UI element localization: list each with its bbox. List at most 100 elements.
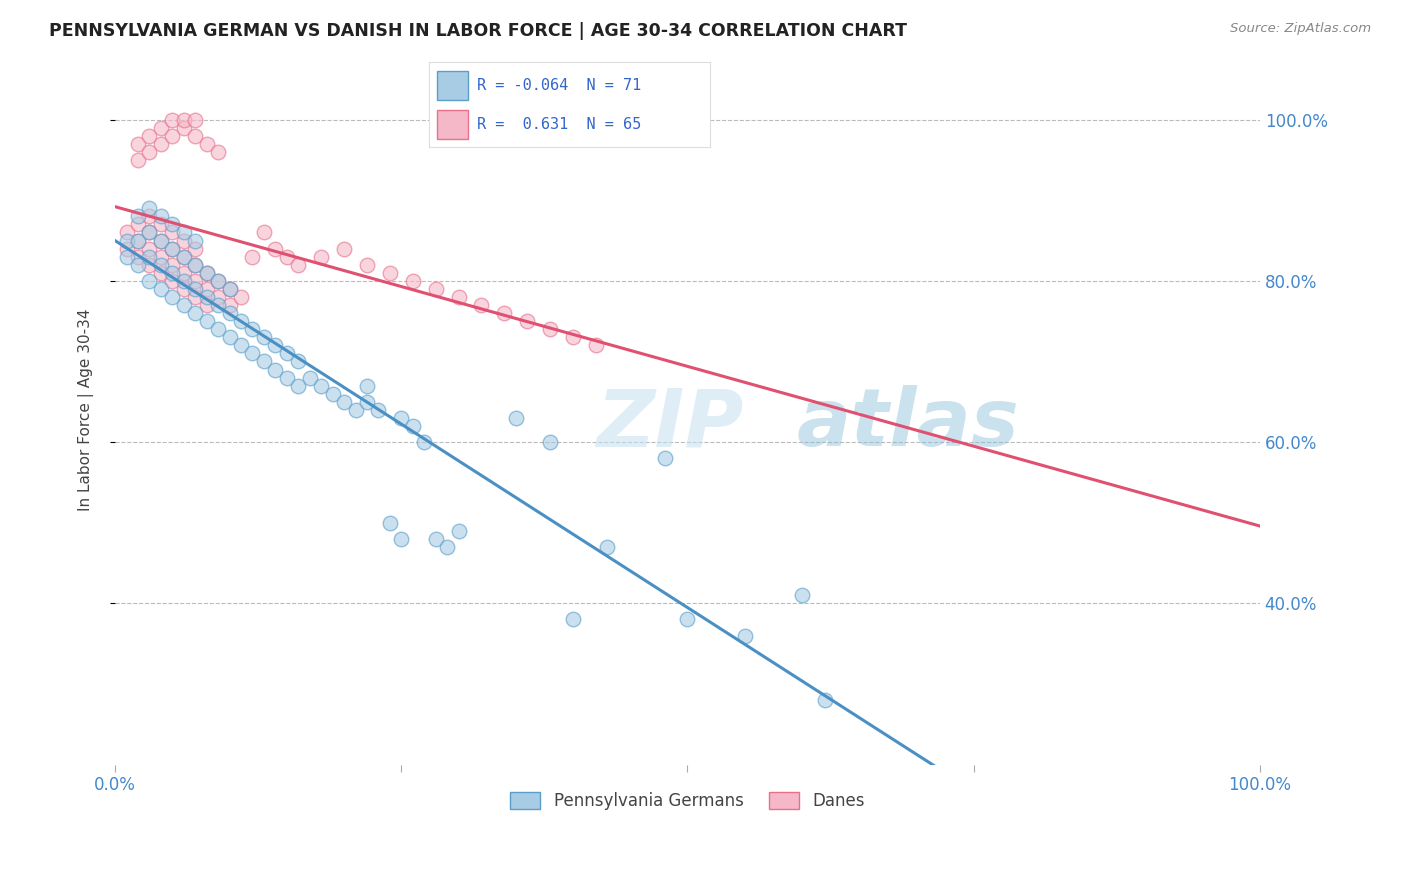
Point [207,145,229,159]
Point [218,330,240,344]
Point [162,218,184,232]
Point [814,693,837,707]
Point [138,274,160,288]
Point [149,136,172,151]
Point [425,532,447,546]
Point [127,250,149,264]
Point [138,128,160,143]
Point [344,402,367,417]
Point [162,266,184,280]
Point [127,258,149,272]
Point [173,120,195,135]
Point [195,290,218,304]
Point [195,314,218,328]
Point [138,145,160,159]
Point [138,250,160,264]
Point [402,274,425,288]
Point [207,274,229,288]
Y-axis label: In Labor Force | Age 30-34: In Labor Force | Age 30-34 [79,309,94,511]
Point [264,338,287,352]
Point [149,258,172,272]
Point [184,258,207,272]
Point [115,226,138,240]
Point [322,386,344,401]
Point [184,258,207,272]
Point [218,282,240,296]
Point [229,338,252,352]
Point [184,242,207,256]
Point [676,612,699,626]
Point [184,128,207,143]
Point [367,402,389,417]
Point [173,274,195,288]
Point [253,330,276,344]
Point [162,128,184,143]
Point [207,298,229,312]
Point [207,274,229,288]
Point [494,306,516,320]
Point [242,250,264,264]
Point [149,266,172,280]
Point [138,258,160,272]
Point [378,266,401,280]
Point [436,540,458,554]
Point [149,218,172,232]
Point [447,524,470,538]
FancyBboxPatch shape [437,110,468,139]
Point [173,234,195,248]
Point [389,410,412,425]
Point [184,112,207,127]
Point [127,218,149,232]
Point [184,274,207,288]
Point [654,451,676,466]
Point [127,234,149,248]
Point [138,226,160,240]
Point [276,250,298,264]
Point [356,378,378,392]
Point [138,202,160,216]
Point [596,540,619,554]
Point [218,306,240,320]
Point [173,226,195,240]
Text: Source: ZipAtlas.com: Source: ZipAtlas.com [1230,22,1371,36]
Point [184,234,207,248]
Point [138,242,160,256]
Point [287,354,309,368]
Point [207,322,229,336]
Point [195,136,218,151]
Text: PENNSYLVANIA GERMAN VS DANISH IN LABOR FORCE | AGE 30-34 CORRELATION CHART: PENNSYLVANIA GERMAN VS DANISH IN LABOR F… [49,22,907,40]
Point [162,274,184,288]
Point [264,362,287,376]
Point [127,210,149,224]
Point [184,282,207,296]
Point [218,282,240,296]
Point [115,242,138,256]
Point [195,266,218,280]
Point [470,298,492,312]
Point [242,346,264,360]
Text: atlas: atlas [796,385,1019,463]
Point [253,226,276,240]
Point [538,435,561,450]
Point [149,234,172,248]
Point [402,419,425,434]
Point [333,242,356,256]
Point [173,298,195,312]
Point [218,298,240,312]
Point [207,290,229,304]
Point [162,242,184,256]
Point [378,516,401,530]
Point [149,210,172,224]
Point [173,112,195,127]
Point [333,394,356,409]
Point [149,250,172,264]
Point [425,282,447,296]
Point [162,226,184,240]
Point [505,410,527,425]
Point [184,306,207,320]
Point [195,298,218,312]
Point [162,242,184,256]
Point [356,258,378,272]
Point [127,234,149,248]
Point [229,290,252,304]
